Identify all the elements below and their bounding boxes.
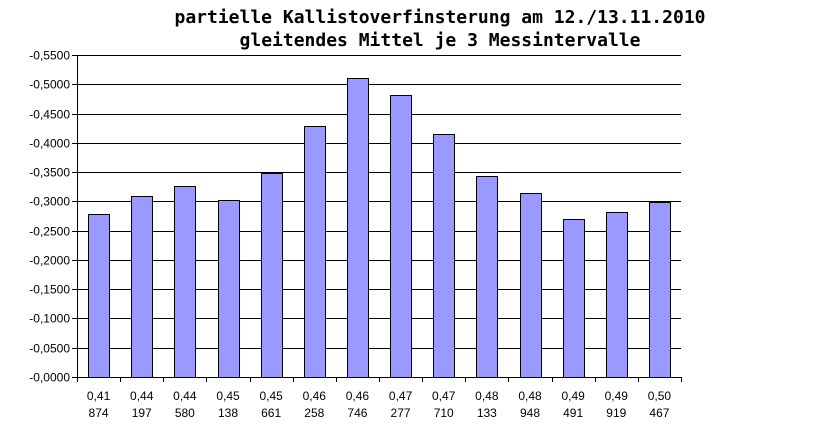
y-tick-label: -0,1500 (29, 283, 70, 297)
x-tick-label: 0,41 (87, 389, 111, 403)
x-tick-label: 0,45 (259, 389, 283, 403)
bar (304, 126, 326, 378)
bars (88, 78, 671, 378)
bar (390, 95, 412, 378)
x-tick-label: 0,46 (346, 389, 370, 403)
gridlines (77, 55, 681, 349)
y-tick-label: -0,4500 (29, 108, 70, 122)
bar (649, 202, 671, 378)
y-tick-label: -0,5500 (29, 49, 70, 63)
x-tick-label: 0,45 (216, 389, 240, 403)
y-tick-label: -0,2500 (29, 225, 70, 239)
x-tick-label: 0,46 (303, 389, 327, 403)
x-tick-label: 0,48 (518, 389, 542, 403)
y-tick-label: -0,4000 (29, 137, 70, 151)
bar (606, 212, 628, 378)
x-tick-label: 0,47 (389, 389, 413, 403)
x-tick-label: 580 (175, 406, 195, 420)
bar (563, 219, 585, 378)
x-tick-label: 0,49 (605, 389, 629, 403)
x-tick-label: 874 (89, 406, 109, 420)
bar (218, 200, 240, 378)
y-tick-label: -0,3500 (29, 166, 70, 180)
bar (347, 78, 369, 378)
x-tick-label: 0,48 (475, 389, 499, 403)
x-tick-labels: 0,41 874 0,44 197 0,44 580 0,45 138 0,45 661 0,46 2… (87, 389, 672, 420)
bar (433, 134, 455, 378)
x-tick-label: 919 (606, 406, 626, 420)
x-tick-label: 0,49 (561, 389, 585, 403)
x-tick-label: 0,50 (648, 389, 672, 403)
bar (174, 186, 196, 378)
bar (131, 196, 153, 378)
x-tick-label: 948 (520, 406, 540, 420)
bar (88, 214, 110, 378)
x-tick-label: 258 (304, 406, 324, 420)
y-tick-label: -0,1000 (29, 312, 70, 326)
x-tick-label: 197 (132, 406, 152, 420)
x-tick-label: 467 (649, 406, 669, 420)
x-tick-label: 746 (347, 406, 367, 420)
x-tick-label: 277 (391, 406, 411, 420)
x-tick-label: 0,44 (173, 389, 197, 403)
bar (520, 193, 542, 378)
bar (261, 173, 283, 378)
bar (476, 176, 498, 378)
y-tick-label: -0,0000 (29, 371, 70, 385)
x-tick-label: 138 (218, 406, 238, 420)
x-tick-label: 133 (477, 406, 497, 420)
chart-title: partielle Kallistoverfinsterung am 12./1… (174, 7, 705, 28)
y-tick-label: -0,0500 (29, 342, 70, 356)
y-tick-label: -0,5000 (29, 78, 70, 92)
y-tick-label: -0,2000 (29, 254, 70, 268)
y-tick-labels: -0,5500 -0,5000 -0,4500 -0,4000 -0,3500 -0,30… (29, 49, 70, 385)
chart-subtitle: gleitendes Mittel je 3 Messintervalle (240, 30, 641, 51)
x-tick-label: 661 (261, 406, 281, 420)
x-tick-label: 0,47 (432, 389, 456, 403)
x-tick-label: 710 (434, 406, 454, 420)
x-tick-label: 0,44 (130, 389, 154, 403)
x-tick-label: 491 (563, 406, 583, 420)
axes (72, 55, 682, 382)
y-tick-label: -0,3000 (29, 195, 70, 209)
